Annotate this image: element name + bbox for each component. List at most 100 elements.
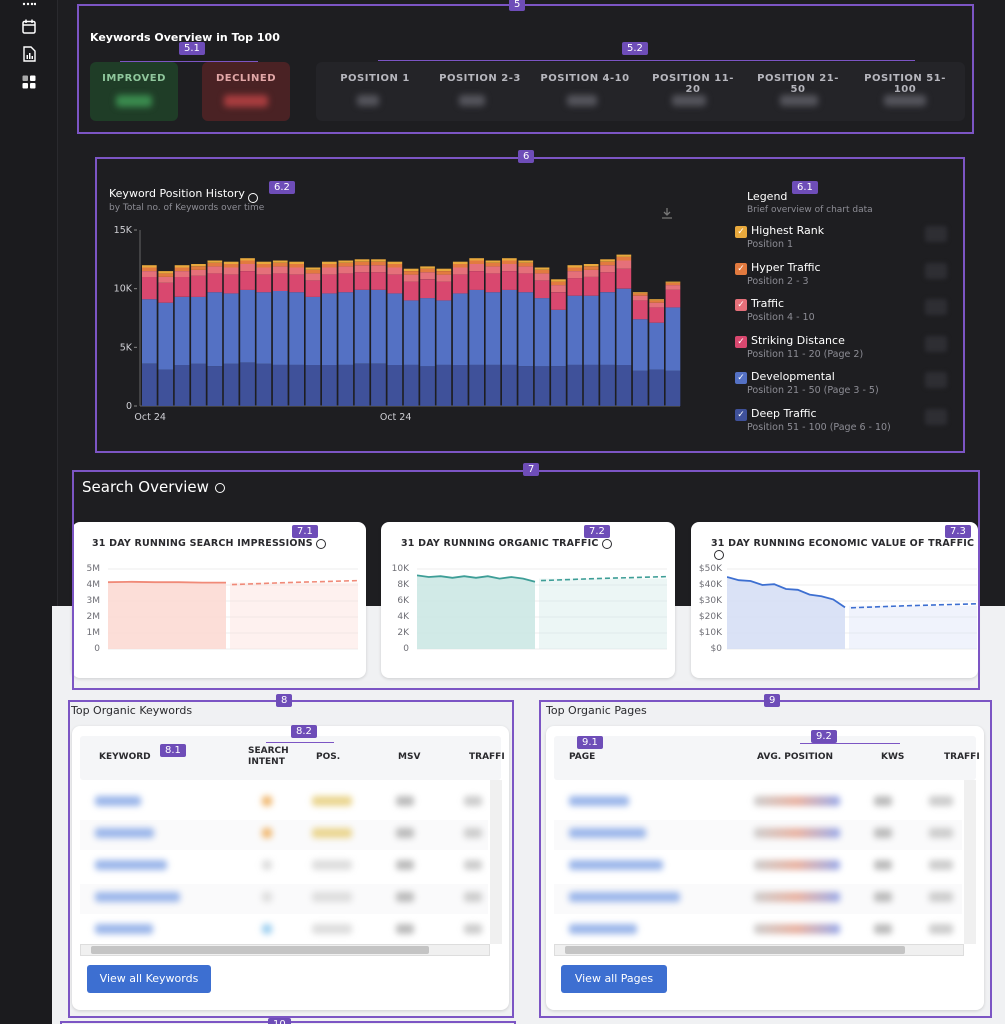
bar-segment[interactable] bbox=[502, 260, 517, 265]
bar-segment[interactable] bbox=[436, 268, 452, 271]
page-cell[interactable] bbox=[569, 860, 663, 870]
bar-segment[interactable] bbox=[322, 264, 337, 268]
bar-segment[interactable] bbox=[142, 299, 157, 364]
bar-segment[interactable] bbox=[583, 364, 599, 406]
bar-segment[interactable] bbox=[436, 281, 452, 301]
bar-segment[interactable] bbox=[518, 366, 534, 406]
improved-card[interactable]: IMPROVED bbox=[90, 62, 178, 121]
series-line[interactable] bbox=[727, 576, 846, 609]
bar-segment[interactable] bbox=[289, 261, 304, 264]
grid-dots-icon[interactable] bbox=[20, 0, 38, 8]
bar-segment[interactable] bbox=[387, 293, 403, 365]
bar-segment[interactable] bbox=[305, 269, 321, 274]
col-intent-1[interactable]: SEARCH bbox=[248, 746, 289, 756]
bar-segment[interactable] bbox=[403, 268, 419, 271]
legend-checkbox[interactable]: ✓ bbox=[735, 409, 747, 421]
bar-segment[interactable] bbox=[452, 364, 468, 406]
bar-segment[interactable] bbox=[305, 296, 321, 365]
bar-segment[interactable] bbox=[191, 266, 206, 270]
page-cell[interactable] bbox=[569, 796, 629, 806]
bar-segment[interactable] bbox=[649, 302, 664, 308]
bar-segment[interactable] bbox=[403, 274, 419, 282]
bar-segment[interactable] bbox=[354, 265, 370, 273]
bar-segment[interactable] bbox=[240, 258, 255, 261]
bar-segment[interactable] bbox=[551, 309, 566, 367]
bar-segment[interactable] bbox=[322, 293, 337, 365]
bar-segment[interactable] bbox=[632, 370, 648, 406]
bar-segment[interactable] bbox=[142, 271, 157, 277]
table-row[interactable] bbox=[80, 788, 488, 818]
bar-segment[interactable] bbox=[583, 269, 599, 277]
declined-card[interactable]: DECLINED bbox=[202, 62, 290, 121]
bar-segment[interactable] bbox=[583, 266, 599, 270]
download-icon[interactable] bbox=[661, 204, 673, 223]
table-row[interactable] bbox=[554, 788, 962, 818]
bar-segment[interactable] bbox=[420, 279, 435, 299]
table-row[interactable] bbox=[80, 884, 488, 914]
bar-segment[interactable] bbox=[600, 265, 615, 273]
bar-segment[interactable] bbox=[485, 364, 501, 406]
keyword-cell[interactable] bbox=[95, 796, 141, 806]
bar-segment[interactable] bbox=[142, 267, 157, 272]
col-kws[interactable]: KWS bbox=[881, 752, 905, 762]
bar-segment[interactable] bbox=[387, 364, 403, 406]
bar-segment[interactable] bbox=[305, 273, 321, 281]
bar-segment[interactable] bbox=[551, 279, 566, 282]
bar-segment[interactable] bbox=[403, 281, 419, 301]
history-info-icon[interactable] bbox=[248, 187, 258, 206]
bar-segment[interactable] bbox=[534, 273, 550, 281]
report-icon[interactable] bbox=[20, 45, 38, 63]
bar-segment[interactable] bbox=[583, 264, 599, 267]
bar-segment[interactable] bbox=[534, 267, 550, 270]
forecast-line[interactable] bbox=[540, 575, 667, 582]
bar-segment[interactable] bbox=[158, 273, 174, 277]
bar-segment[interactable] bbox=[207, 262, 223, 267]
table-row[interactable] bbox=[80, 820, 488, 850]
bar-segment[interactable] bbox=[272, 273, 288, 291]
bar-segment[interactable] bbox=[272, 262, 288, 267]
bar-segment[interactable] bbox=[240, 362, 255, 406]
bar-segment[interactable] bbox=[158, 276, 174, 283]
bar-segment[interactable] bbox=[305, 280, 321, 297]
bar-segment[interactable] bbox=[551, 281, 566, 286]
bar-segment[interactable] bbox=[158, 369, 174, 406]
bar-segment[interactable] bbox=[632, 293, 648, 296]
bar-segment[interactable] bbox=[420, 366, 435, 406]
bar-segment[interactable] bbox=[452, 274, 468, 294]
bar-segment[interactable] bbox=[600, 364, 615, 406]
bar-segment[interactable] bbox=[600, 272, 615, 293]
bar-segment[interactable] bbox=[338, 260, 354, 263]
bar-segment[interactable] bbox=[665, 370, 681, 406]
col-intent-2[interactable]: INTENT bbox=[248, 757, 285, 767]
bar-segment[interactable] bbox=[534, 366, 550, 406]
bar-segment[interactable] bbox=[420, 298, 435, 367]
bar-segment[interactable] bbox=[305, 364, 321, 406]
bar-segment[interactable] bbox=[632, 300, 648, 320]
table-row[interactable] bbox=[554, 852, 962, 882]
bar-segment[interactable] bbox=[240, 271, 255, 290]
position-card[interactable]: POSITION 51-100 bbox=[857, 62, 953, 121]
legend-item[interactable]: ✓ Highest Rank Position 1 bbox=[735, 224, 947, 260]
bar-segment[interactable] bbox=[436, 274, 452, 282]
bar-segment[interactable] bbox=[616, 288, 632, 365]
bar-segment[interactable] bbox=[469, 258, 484, 261]
bar-segment[interactable] bbox=[551, 292, 566, 310]
bar-segment[interactable] bbox=[223, 264, 239, 268]
table-row[interactable] bbox=[554, 916, 962, 946]
bar-segment[interactable] bbox=[403, 271, 419, 275]
bar-segment[interactable] bbox=[207, 292, 223, 367]
bar-segment[interactable] bbox=[240, 264, 255, 271]
bar-segment[interactable] bbox=[191, 275, 206, 297]
pages-hscroll[interactable] bbox=[554, 944, 964, 956]
bar-segment[interactable] bbox=[354, 272, 370, 290]
bar-segment[interactable] bbox=[436, 364, 452, 406]
bar-segment[interactable] bbox=[649, 299, 664, 301]
bar-segment[interactable] bbox=[256, 274, 272, 293]
bar-segment[interactable] bbox=[567, 278, 583, 296]
col-traffic[interactable]: TRAFFI bbox=[469, 752, 505, 762]
bar-segment[interactable] bbox=[502, 289, 517, 365]
legend-checkbox[interactable]: ✓ bbox=[735, 226, 747, 238]
bar-segment[interactable] bbox=[616, 254, 632, 257]
bar-segment[interactable] bbox=[354, 363, 370, 406]
bar-segment[interactable] bbox=[207, 266, 223, 274]
